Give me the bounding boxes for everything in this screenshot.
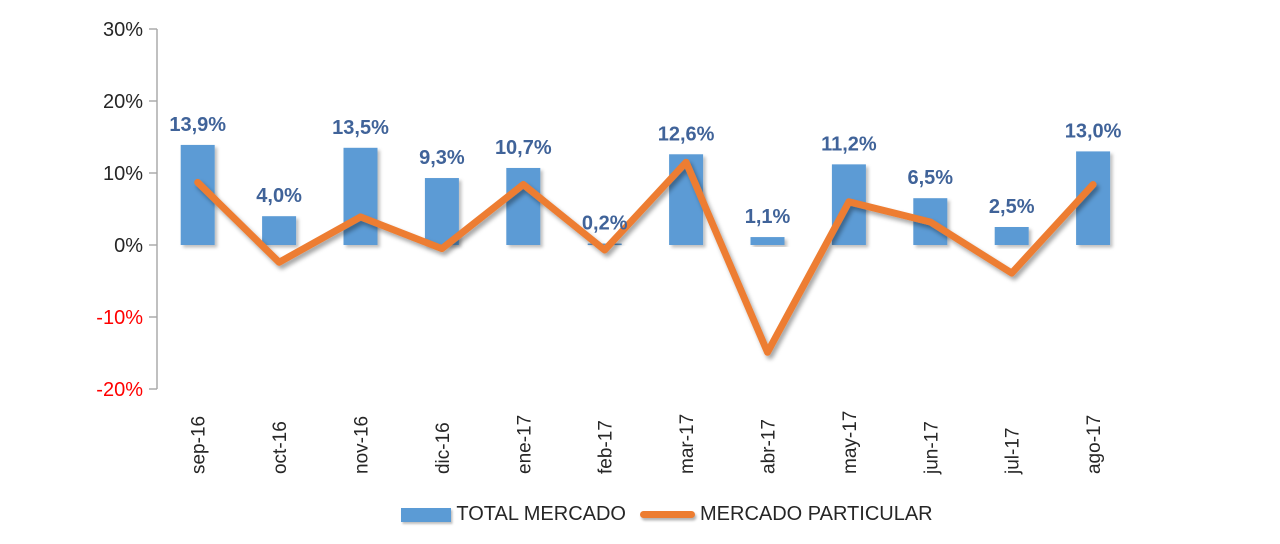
bar-nov-16	[343, 147, 378, 245]
y-axis-label: -10%	[96, 307, 143, 329]
bar-label-jun-17: 6,5%	[908, 167, 954, 189]
bar-dic-16	[424, 178, 459, 245]
total-mercado-bar-swatch-icon	[401, 507, 452, 522]
y-axis-label: -20%	[96, 379, 143, 401]
x-axis-label-feb-17: feb-17	[596, 420, 617, 474]
x-axis-label-jun-17: jun-17	[921, 421, 942, 475]
bar-feb-17	[587, 243, 622, 246]
bar-label-ago-17: 13,0%	[1065, 120, 1122, 142]
y-axis-label: 20%	[103, 91, 143, 113]
legend-label-mercado-particular: MERCADO PARTICULAR	[700, 503, 933, 525]
bar-label-ene-17: 10,7%	[495, 137, 552, 159]
bar-label-may-17: 11,2%	[821, 133, 877, 155]
x-axis-label-ago-17: ago-17	[1084, 415, 1105, 474]
x-axis-label-mar-17: mar-17	[677, 414, 698, 474]
y-axis-label: 0%	[114, 235, 143, 257]
x-axis-label-oct-16: oct-16	[270, 421, 291, 474]
y-axis-label: 30%	[103, 19, 143, 41]
bar-oct-16	[262, 216, 297, 245]
x-axis-label-jul-17: jul-17	[1003, 428, 1024, 475]
x-axis-label-ene-17: ene-17	[514, 415, 535, 474]
legend-label-total-mercado: TOTAL MERCADO	[456, 503, 626, 525]
bar-label-oct-16: 4,0%	[256, 185, 302, 207]
mercado-particular-line-swatch-icon	[640, 511, 695, 518]
x-axis-label-abr-17: abr-17	[759, 419, 780, 474]
bar-ene-17	[506, 167, 541, 245]
bar-label-jul-17: 2,5%	[989, 196, 1035, 218]
legend-item-mercado-particular: MERCADO PARTICULAR	[640, 503, 933, 526]
x-axis-label-may-17: may-17	[840, 411, 861, 474]
mercado-particular-line	[194, 158, 1097, 356]
bar-label-abr-17: 1,1%	[745, 206, 791, 228]
bar-label-mar-17: 12,6%	[658, 123, 715, 145]
bar-label-dic-16: 9,3%	[419, 147, 465, 169]
bar-abr-17	[750, 237, 785, 245]
x-axis-label-dic-16: dic-16	[433, 422, 454, 474]
bar-jul-17	[994, 227, 1029, 245]
bar-label-feb-17: 0,2%	[582, 213, 628, 235]
legend-item-total-mercado: TOTAL MERCADO	[401, 503, 626, 526]
x-axis-label-sep-16: sep-16	[189, 416, 210, 474]
y-axis-label: 10%	[103, 163, 143, 185]
bar-label-nov-16: 13,5%	[332, 117, 389, 139]
bar-label-sep-16: 13,9%	[169, 114, 226, 136]
legend: TOTAL MERCADO MERCADO PARTICULAR	[27, 503, 1280, 526]
x-axis-label-nov-16: nov-16	[352, 416, 373, 474]
